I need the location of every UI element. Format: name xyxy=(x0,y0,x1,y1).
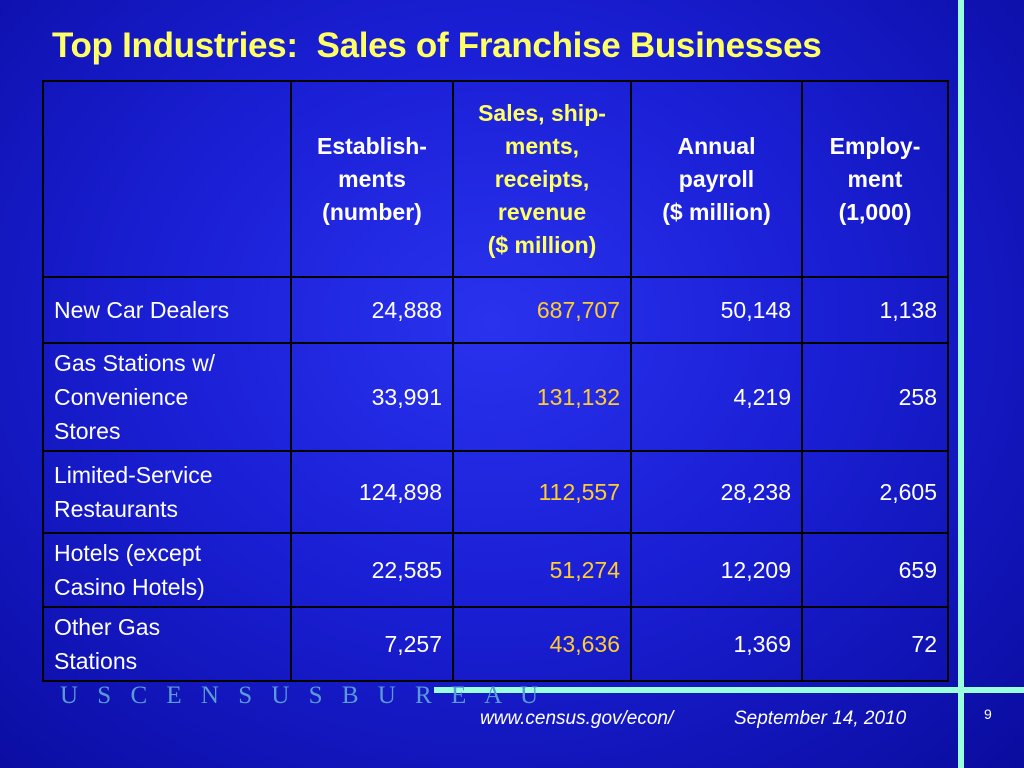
row-label: Limited-Service Restaurants xyxy=(42,450,292,534)
cell-employment: 258 xyxy=(801,342,949,452)
vertical-accent-line xyxy=(958,0,964,768)
cell-payroll: 50,148 xyxy=(630,276,803,344)
cell-employment: 72 xyxy=(801,606,949,682)
row-label: New Car Dealers xyxy=(42,276,292,344)
header-employment: Employ-ment (1,000) xyxy=(801,80,949,278)
cell-establishments: 22,585 xyxy=(290,532,454,608)
horizontal-accent-line xyxy=(434,687,1024,693)
header-establishments: Establish-ments (number) xyxy=(290,80,454,278)
table-header-row: Establish-ments (number) Sales, ship-ment… xyxy=(42,80,949,278)
cell-establishments: 124,898 xyxy=(290,450,454,534)
table-row: Limited-Service Restaurants 124,898 112,557… xyxy=(42,450,949,534)
slide-title: Top Industries: Sales of Franchise Busin… xyxy=(52,26,822,65)
cell-sales: 112,557 xyxy=(452,450,632,534)
header-blank xyxy=(42,80,292,278)
header-payroll: Annual payroll ($ million) xyxy=(630,80,803,278)
cell-sales: 687,707 xyxy=(452,276,632,344)
cell-employment: 659 xyxy=(801,532,949,608)
row-label: Hotels (except Casino Hotels) xyxy=(42,532,292,608)
page-number: 9 xyxy=(984,706,992,722)
cell-payroll: 1,369 xyxy=(630,606,803,682)
table-row: Gas Stations w/Convenience Stores 33,991 13… xyxy=(42,342,949,452)
cell-sales: 43,636 xyxy=(452,606,632,682)
row-label: Gas Stations w/Convenience Stores xyxy=(42,342,292,452)
cell-payroll: 28,238 xyxy=(630,450,803,534)
cell-sales: 131,132 xyxy=(452,342,632,452)
row-label: Other Gas Stations xyxy=(42,606,292,682)
cell-sales: 51,274 xyxy=(452,532,632,608)
cell-establishments: 33,991 xyxy=(290,342,454,452)
cell-payroll: 12,209 xyxy=(630,532,803,608)
table-row: Other Gas Stations 7,257 43,636 1,369 72 xyxy=(42,606,949,682)
franchise-sales-table: Establish-ments (number) Sales, ship-ment… xyxy=(42,80,949,682)
census-bureau-wordmark: U S C E N S U S B U R E A U xyxy=(60,682,545,709)
table-row: New Car Dealers 24,888 687,707 50,148 1,138 xyxy=(42,276,949,344)
cell-employment: 1,138 xyxy=(801,276,949,344)
header-sales: Sales, ship-ments, receipts, revenue ($ mil… xyxy=(452,80,632,278)
cell-establishments: 7,257 xyxy=(290,606,454,682)
cell-payroll: 4,219 xyxy=(630,342,803,452)
footer-date: September 14, 2010 xyxy=(734,708,907,729)
footer-url: www.census.gov/econ/ xyxy=(480,708,674,729)
cell-establishments: 24,888 xyxy=(290,276,454,344)
cell-employment: 2,605 xyxy=(801,450,949,534)
table-row: Hotels (except Casino Hotels) 22,585 51,274… xyxy=(42,532,949,608)
